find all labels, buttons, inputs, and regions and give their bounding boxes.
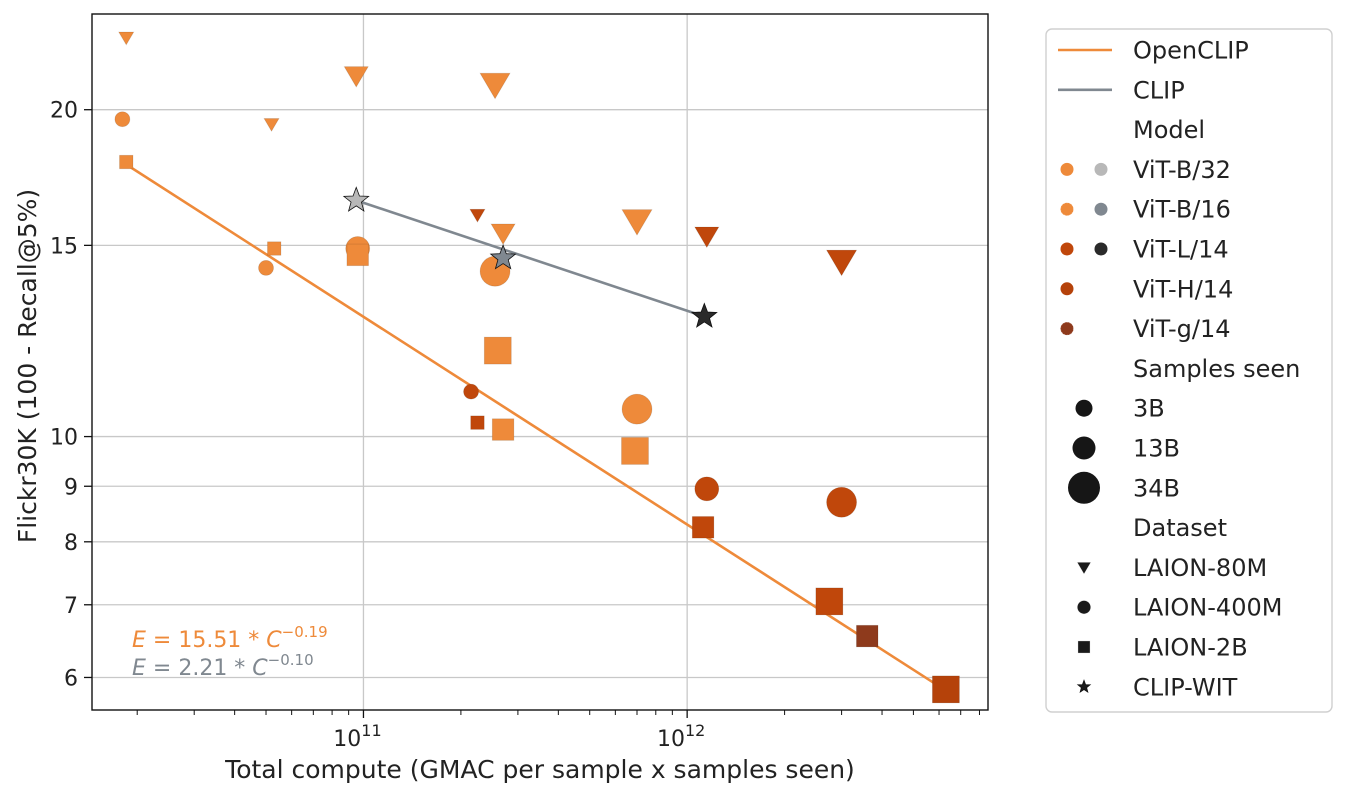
y-tick-label: 20: [50, 99, 78, 124]
legend-marker-triangle: [1076, 562, 1092, 575]
legend-size-swatch: [1068, 471, 1100, 504]
legend-label: OpenCLIP: [1133, 37, 1249, 65]
x-tick-label: 1011: [333, 721, 381, 752]
data-point-triangle: [621, 209, 653, 236]
legend-label: ViT-B/32: [1133, 156, 1231, 184]
legend-model-swatch-clip: [1094, 202, 1108, 216]
y-tick-label: 9: [64, 475, 78, 500]
legend-label: ViT-L/14: [1133, 236, 1229, 264]
data-point-square: [856, 624, 879, 648]
legend-model-swatch: [1060, 202, 1074, 217]
legend-header: Samples seen: [1133, 355, 1300, 383]
data-point-circle: [114, 111, 131, 128]
legend-header: Dataset: [1133, 514, 1227, 542]
legend-label: 13B: [1133, 435, 1180, 463]
legend-marker-star: [1076, 679, 1092, 693]
fit-lines: [121, 160, 951, 695]
y-axis-label: Flickr30K (100 - Recall@5%): [13, 189, 42, 543]
legend-model-swatch-clip: [1094, 242, 1108, 256]
data-point-square: [267, 241, 282, 256]
legend-label: ViT-B/16: [1133, 196, 1231, 224]
legend-model-swatch: [1060, 242, 1074, 256]
y-tick-label: 10: [50, 426, 78, 451]
fit-equations: E = 15.51 * C−0.19E = 2.21 * C−0.10: [132, 623, 328, 681]
data-point-triangle: [694, 226, 720, 249]
x-axis-ticks: 1011 1012: [136, 710, 980, 752]
legend: OpenCLIP CLIP Model ViT-B/32 ViT-B/16 ViT-L/1…: [1045, 28, 1333, 713]
data-point-star: [342, 186, 370, 212]
plot-area-frame: [91, 13, 989, 711]
legend-label: ViT-g/14: [1133, 315, 1231, 343]
data-point-circle: [621, 393, 653, 425]
grid: [92, 14, 988, 710]
data-point-triangle: [343, 66, 369, 88]
data-point-square: [483, 336, 512, 365]
data-point-triangle: [469, 208, 486, 223]
legend-label: CLIP: [1133, 76, 1185, 104]
x-axis-label: Total compute (GMAC per sample x samples…: [224, 755, 855, 784]
legend-size-swatch: [1075, 399, 1093, 417]
legend-model-swatch: [1060, 162, 1074, 176]
data-point-square: [815, 587, 844, 616]
legend-label: 3B: [1133, 395, 1165, 423]
legend-label: CLIP-WIT: [1133, 673, 1238, 701]
fit-line-clip: [355, 199, 705, 318]
data-point-circle: [463, 383, 479, 400]
x-tick-label: 1012: [657, 721, 705, 752]
data-point-triangle: [825, 249, 858, 277]
fit-equation: E = 15.51 * C−0.19: [132, 623, 328, 653]
data-point-triangle: [479, 72, 511, 100]
data-point-triangle: [263, 118, 280, 132]
legend-marker-square: [1077, 640, 1091, 654]
data-point-circle: [258, 260, 274, 276]
data-point-circle: [694, 476, 720, 502]
data-points: [114, 31, 960, 704]
fit-line-openclip: [121, 160, 951, 695]
legend-model-swatch: [1060, 321, 1074, 336]
y-tick-label: 15: [50, 234, 78, 259]
legend-frame: [1045, 28, 1333, 713]
data-point-star: [690, 302, 718, 328]
data-point-triangle: [490, 223, 516, 246]
data-point-triangle: [118, 31, 135, 46]
data-point-square: [346, 243, 369, 267]
data-point-square: [491, 418, 515, 441]
y-axis-ticks: 6 7 8 9 10 15 20: [50, 99, 92, 691]
legend-label: LAION-80M: [1133, 554, 1267, 582]
legend-label: 34B: [1133, 474, 1180, 502]
legend-header: Model: [1133, 116, 1205, 144]
y-tick-label: 8: [64, 531, 78, 556]
y-tick-label: 7: [64, 594, 78, 619]
data-point-square: [119, 154, 134, 170]
y-tick-label: 6: [64, 666, 78, 691]
data-point-square: [621, 437, 649, 465]
legend-size-swatch: [1072, 436, 1096, 460]
legend-model-swatch-clip: [1094, 162, 1108, 176]
legend-model-swatch: [1060, 282, 1074, 296]
data-point-circle: [826, 486, 857, 518]
data-point-star: [489, 243, 517, 270]
data-point-square: [931, 675, 960, 704]
legend-label: ViT-H/14: [1133, 275, 1233, 303]
legend-label: LAION-400M: [1133, 594, 1282, 622]
fit-equation: E = 2.21 * C−0.10: [132, 651, 314, 681]
data-point-square: [691, 516, 715, 539]
data-point-square: [470, 415, 485, 430]
legend-label: LAION-2B: [1133, 634, 1248, 662]
legend-marker-circle: [1077, 600, 1091, 615]
